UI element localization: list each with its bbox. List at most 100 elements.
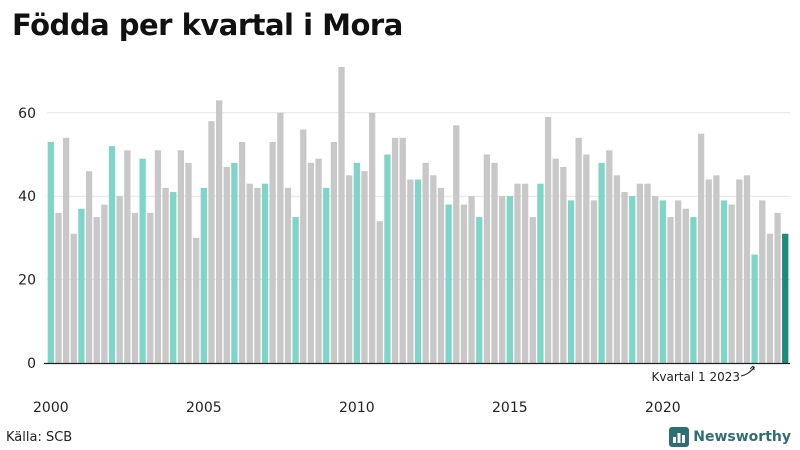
bars: [47, 66, 789, 364]
bar: [453, 125, 460, 363]
bar: [300, 129, 307, 363]
bar: [720, 200, 728, 363]
bar: [491, 162, 498, 363]
bar: [277, 112, 284, 363]
brand-logo: Newsworthy: [669, 427, 791, 447]
bar: [414, 179, 422, 363]
bar: [506, 196, 513, 363]
annotation: Kvartal 1 2023: [652, 365, 756, 384]
bar: [208, 121, 215, 363]
bar: [368, 112, 376, 363]
x-tick-label: 2010: [339, 400, 375, 416]
bar: [284, 187, 292, 363]
bar: [697, 133, 705, 363]
bar: [751, 254, 758, 363]
bar: [246, 183, 253, 363]
bar: [774, 212, 781, 363]
bar: [101, 204, 108, 363]
brand-name: Newsworthy: [693, 429, 791, 445]
bar: [47, 141, 54, 363]
y-tick-label: 20: [18, 273, 36, 289]
bar: [521, 183, 529, 363]
x-tick-label: 2015: [492, 400, 528, 416]
bar: [468, 196, 475, 363]
bar: [659, 200, 666, 363]
bar: [193, 237, 200, 363]
bar: [376, 221, 383, 363]
bar: [338, 66, 345, 364]
bar: [315, 158, 322, 363]
bar: [124, 150, 131, 363]
bar: [407, 179, 414, 363]
bar: [231, 162, 238, 363]
annotation-arrowhead: [749, 365, 755, 371]
bar: [766, 233, 774, 363]
y-tick-label: 60: [18, 106, 36, 122]
y-tick-label: 40: [18, 189, 36, 205]
bar: [682, 208, 689, 363]
chart-title: Födda per kvartal i Mora: [12, 8, 403, 42]
bar: [422, 162, 429, 363]
bar: [476, 217, 483, 363]
bar: [223, 167, 230, 363]
bar: [430, 175, 437, 363]
bar: [552, 158, 559, 363]
bar: [238, 141, 246, 363]
axes: 0 20 40 60 2000 2005 2010 2015 2020: [18, 106, 790, 416]
bar: [170, 192, 177, 363]
bar: [667, 217, 674, 363]
bar: [514, 183, 521, 363]
annotation-arrow: [740, 366, 756, 377]
bar: [108, 146, 116, 363]
bar: [55, 212, 62, 363]
bar: [644, 183, 651, 363]
bar: [162, 187, 169, 363]
bar: [346, 175, 353, 363]
bar: [147, 212, 154, 363]
bar: [154, 150, 162, 363]
bar: [269, 141, 276, 363]
bar: [759, 200, 766, 363]
bar: [391, 137, 399, 363]
bar: [131, 212, 139, 363]
bar: [177, 150, 185, 363]
x-tick-label: 2005: [186, 400, 222, 416]
y-tick-label: 0: [27, 356, 36, 372]
bar: [736, 179, 743, 363]
bar: [185, 162, 192, 363]
bar: [93, 217, 100, 363]
bar: [254, 187, 261, 363]
bar: [613, 175, 621, 363]
x-tick-label: 2020: [645, 400, 681, 416]
newsworthy-logo-icon: [669, 427, 690, 447]
bar: [307, 162, 315, 363]
bar: [116, 196, 123, 363]
bar: [483, 154, 491, 363]
bar: [583, 154, 590, 363]
source-label: Källa: SCB: [6, 430, 73, 445]
bar: [399, 137, 406, 363]
bar: [560, 167, 567, 363]
bar: [743, 175, 751, 363]
bar: [598, 162, 605, 363]
bar: [529, 217, 536, 363]
bar: [78, 208, 85, 363]
bar: [62, 137, 70, 363]
bar: [323, 187, 330, 363]
bar: [705, 179, 712, 363]
bar: [590, 200, 598, 363]
bar: [537, 183, 544, 363]
bar: [567, 200, 575, 363]
bar: [636, 183, 644, 363]
bar: [652, 196, 659, 363]
x-tick-label: 2000: [33, 400, 69, 416]
bar: [690, 217, 697, 363]
bar: [384, 154, 391, 363]
bar: [674, 200, 682, 363]
bar: [361, 171, 368, 363]
bar: [330, 141, 338, 363]
bar: [782, 233, 789, 363]
bar: [544, 116, 552, 363]
bar: [499, 196, 506, 363]
